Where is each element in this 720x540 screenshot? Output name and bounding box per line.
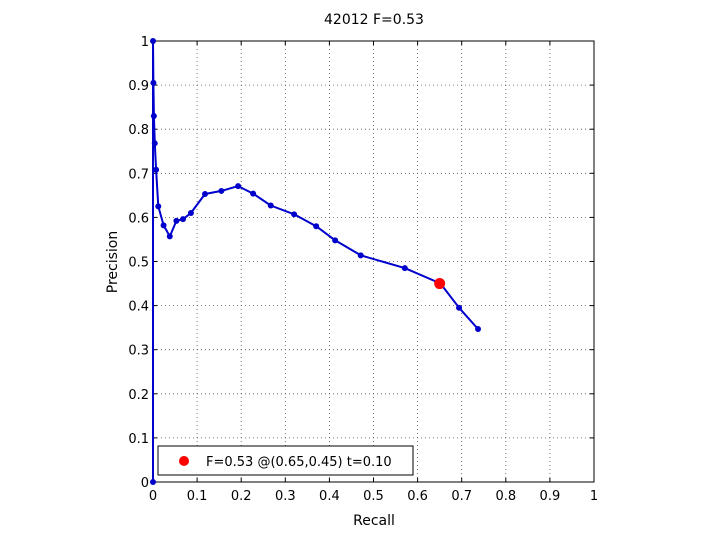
y-tick-label: 0.5: [128, 256, 149, 271]
y-tick-label: 0.9: [128, 79, 149, 94]
x-tick-label: 0: [149, 489, 157, 504]
grid: [153, 41, 594, 482]
data-point: [150, 112, 157, 119]
data-point: [153, 166, 160, 173]
y-tick-label: 0.3: [128, 344, 149, 359]
data-point: [475, 325, 482, 332]
data-point: [179, 216, 186, 223]
x-tick-label: 0.2: [231, 489, 252, 504]
y-tick-label: 0.7: [128, 167, 149, 182]
data-point: [218, 187, 225, 194]
data-point: [202, 191, 209, 198]
data-point: [187, 209, 194, 216]
legend-label: F=0.53 @(0.65,0.45) t=0.10: [206, 455, 392, 470]
y-tick-label: 0: [141, 476, 149, 491]
x-tick-label: 0.1: [187, 489, 208, 504]
data-point: [267, 202, 274, 209]
x-tick-label: 0.7: [451, 489, 472, 504]
x-tick-label: 1: [590, 489, 598, 504]
y-axis-label: Precision: [105, 231, 121, 293]
x-tick-label: 0.6: [407, 489, 428, 504]
data-point: [235, 183, 242, 190]
data-point: [456, 304, 463, 311]
data-point: [155, 203, 162, 210]
series-group: [150, 38, 482, 485]
data-point: [357, 252, 364, 259]
data-point: [166, 233, 173, 240]
chart-title: 42012 F=0.53: [324, 12, 424, 28]
y-tick-label: 1: [141, 35, 149, 50]
data-point: [173, 217, 180, 224]
data-point: [150, 79, 157, 86]
x-tick-label: 0.8: [495, 489, 516, 504]
y-tick-label: 0.2: [128, 388, 149, 403]
data-point: [401, 265, 408, 272]
x-tick-label: 0.5: [363, 489, 384, 504]
x-axis-label: Recall: [353, 513, 395, 529]
y-tick-label: 0.6: [128, 211, 149, 226]
data-point: [313, 223, 320, 230]
data-point: [332, 237, 339, 244]
legend: F=0.53 @(0.65,0.45) t=0.10: [157, 445, 414, 476]
best-f-point: [434, 278, 446, 290]
legend-box: [157, 445, 414, 476]
y-tick-label: 0.4: [128, 300, 149, 315]
data-point: [160, 222, 167, 229]
x-tick-label: 0.3: [275, 489, 296, 504]
data-point: [250, 190, 257, 197]
legend-marker: [179, 456, 189, 466]
axis-ticks: 0 0.1 0.2 0.3 0.4 0.5 0.6 0.7 0.8 0.9 1 0 0.1 0.2 0.3 0…: [128, 35, 598, 504]
data-point: [151, 140, 158, 147]
data-point: [150, 479, 156, 485]
data-point: [291, 211, 298, 218]
x-tick-label: 0.9: [540, 489, 561, 504]
y-tick-label: 0.1: [128, 432, 149, 447]
y-tick-label: 0.8: [128, 123, 149, 138]
x-tick-label: 0.4: [319, 489, 340, 504]
data-point: [150, 38, 156, 44]
